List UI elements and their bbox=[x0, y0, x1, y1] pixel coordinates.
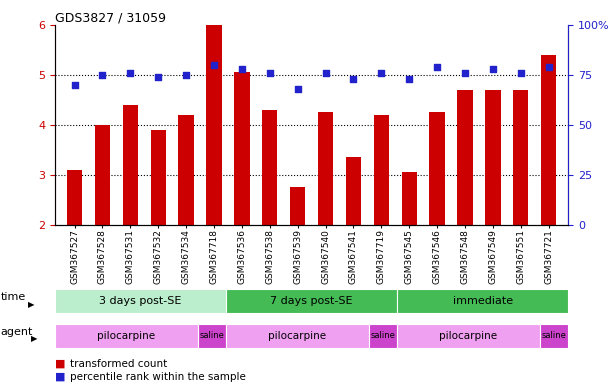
Bar bbox=[67, 170, 82, 225]
Point bbox=[293, 86, 302, 92]
Bar bbox=[178, 115, 194, 225]
Bar bbox=[458, 90, 473, 225]
Text: GDS3827 / 31059: GDS3827 / 31059 bbox=[55, 12, 166, 25]
Text: 7 days post-SE: 7 days post-SE bbox=[270, 296, 353, 306]
Point bbox=[404, 76, 414, 82]
Bar bbox=[401, 172, 417, 225]
Point bbox=[488, 66, 498, 72]
Point bbox=[125, 70, 135, 76]
Text: agent: agent bbox=[1, 327, 33, 337]
Bar bbox=[430, 113, 445, 225]
Point bbox=[321, 70, 331, 76]
Text: ■: ■ bbox=[55, 372, 65, 382]
Bar bbox=[150, 130, 166, 225]
Text: saline: saline bbox=[370, 331, 395, 340]
Bar bbox=[346, 157, 361, 225]
Text: 3 days post-SE: 3 days post-SE bbox=[100, 296, 181, 306]
Bar bbox=[540, 324, 568, 348]
Bar bbox=[234, 73, 249, 225]
Bar bbox=[226, 289, 397, 313]
Point bbox=[348, 76, 358, 82]
Bar bbox=[397, 289, 568, 313]
Bar bbox=[318, 113, 333, 225]
Text: saline: saline bbox=[199, 331, 224, 340]
Bar bbox=[397, 324, 540, 348]
Point bbox=[432, 64, 442, 70]
Bar bbox=[368, 324, 397, 348]
Text: time: time bbox=[1, 292, 26, 302]
Text: pilocarpine: pilocarpine bbox=[97, 331, 155, 341]
Point bbox=[544, 64, 554, 70]
Text: ■: ■ bbox=[55, 359, 65, 369]
Point bbox=[460, 70, 470, 76]
Text: immediate: immediate bbox=[453, 296, 513, 306]
Point bbox=[70, 82, 79, 88]
Bar bbox=[207, 25, 222, 225]
Bar bbox=[95, 125, 110, 225]
Point bbox=[237, 66, 247, 72]
Bar bbox=[123, 105, 138, 225]
Text: pilocarpine: pilocarpine bbox=[439, 331, 497, 341]
Bar bbox=[55, 289, 226, 313]
Bar bbox=[226, 324, 368, 348]
Point bbox=[265, 70, 275, 76]
Bar bbox=[374, 115, 389, 225]
Point bbox=[153, 74, 163, 80]
Point bbox=[376, 70, 386, 76]
Bar bbox=[290, 187, 306, 225]
Point bbox=[209, 62, 219, 68]
Bar bbox=[262, 110, 277, 225]
Bar bbox=[197, 324, 226, 348]
Point bbox=[181, 72, 191, 78]
Text: percentile rank within the sample: percentile rank within the sample bbox=[70, 372, 246, 382]
Bar bbox=[485, 90, 500, 225]
Bar bbox=[55, 324, 197, 348]
Point bbox=[516, 70, 525, 76]
Text: pilocarpine: pilocarpine bbox=[268, 331, 326, 341]
Text: saline: saline bbox=[541, 331, 566, 340]
Point bbox=[98, 72, 108, 78]
Text: transformed count: transformed count bbox=[70, 359, 167, 369]
Text: ▶: ▶ bbox=[31, 334, 38, 343]
Bar bbox=[541, 55, 557, 225]
Text: ▶: ▶ bbox=[28, 300, 35, 309]
Bar bbox=[513, 90, 529, 225]
